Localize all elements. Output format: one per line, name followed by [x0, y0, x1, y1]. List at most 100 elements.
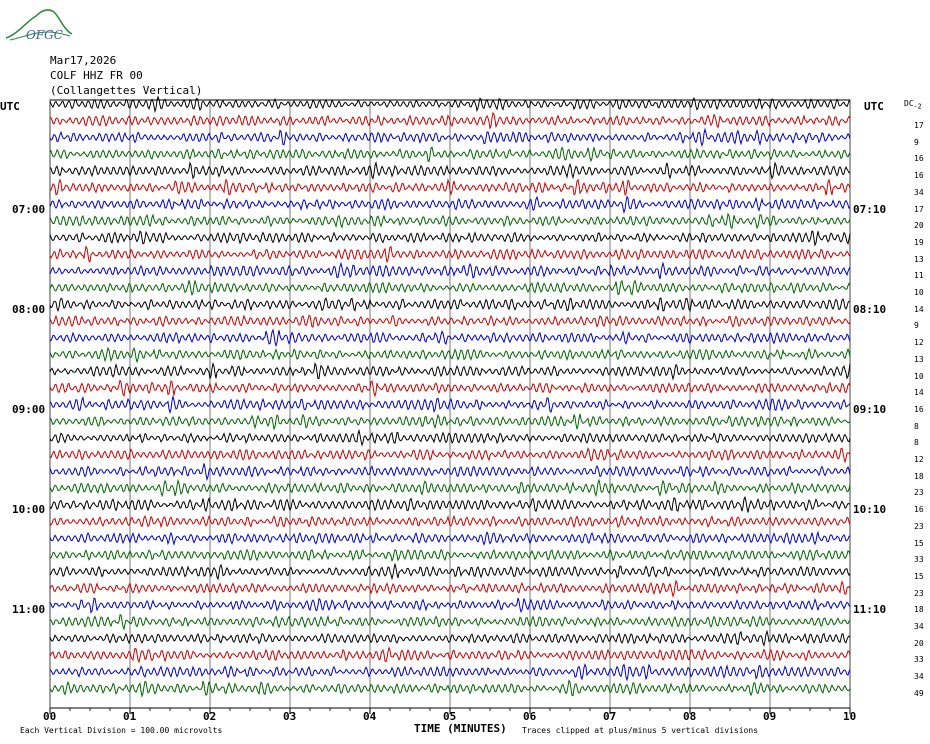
seismic-trace [49, 614, 851, 631]
dc-header-text: DC [904, 99, 914, 108]
seismic-trace [49, 548, 851, 563]
seismic-trace [49, 495, 851, 513]
dc-value: 16 [914, 404, 924, 414]
dc-value: 17 [914, 121, 924, 130]
dc-value: 13 [914, 354, 924, 364]
seismic-trace [49, 530, 851, 547]
seismic-trace [49, 145, 851, 163]
time-right-label: 07:10 [853, 203, 887, 216]
seismic-trace [49, 230, 851, 247]
seismic-trace [49, 629, 851, 647]
time-left-label: 09:00 [12, 403, 46, 416]
time-right-label: 10:10 [853, 503, 887, 516]
seismic-trace [49, 346, 851, 364]
x-tick-label: 01 [123, 710, 137, 723]
x-axis-label: TIME (MINUTES) [414, 722, 507, 735]
seismic-trace [49, 261, 851, 280]
dc-value: 16 [914, 505, 924, 515]
dc-value: 17 [914, 204, 924, 214]
seismic-trace [49, 563, 851, 581]
seismic-trace [49, 478, 851, 498]
seismic-trace [49, 178, 851, 196]
time-right-label: 09:10 [853, 403, 887, 416]
footer-clipped-text: Traces clipped at plus/minus 5 vertical … [522, 726, 759, 735]
seismic-trace [49, 446, 851, 464]
dc-value: 11 [914, 271, 924, 281]
seismic-trace [49, 679, 851, 698]
seismic-trace [49, 514, 851, 529]
dc-value: 34 [914, 187, 924, 197]
x-tick-label: 07 [603, 710, 617, 723]
time-left-label: 10:00 [12, 503, 46, 516]
dc-value: 23 [914, 521, 924, 531]
seismic-trace [49, 428, 851, 447]
dc-value: 13 [914, 254, 924, 264]
seismic-trace [49, 413, 851, 431]
dc-value: 16 [914, 154, 924, 164]
dc-value: 18 [914, 471, 924, 481]
dc-value: 20 [914, 221, 924, 231]
location-label: (Collangettes Vertical) [50, 84, 203, 97]
x-tick-label: 06 [523, 710, 537, 723]
utc-right-label: UTC [864, 100, 884, 113]
utc-left-label: UTC [0, 100, 20, 113]
logo-text: OFGC [26, 28, 63, 42]
time-left-label: 08:00 [12, 303, 46, 316]
dc-value: 10 [914, 288, 924, 297]
dc-value: 20 [914, 638, 924, 648]
dc-value: 12 [914, 455, 924, 464]
x-tick-label: 08 [683, 710, 697, 723]
dc-value: 10 [914, 371, 924, 381]
seismic-trace [49, 160, 851, 180]
dc-value: 34 [914, 672, 924, 682]
dc-value: 34 [914, 622, 924, 631]
dc-value: 15 [914, 571, 924, 581]
x-tick-label: 02 [203, 710, 217, 723]
dc-value: 23 [914, 488, 924, 498]
x-tick-label: 09 [763, 710, 777, 723]
dc-value: 49 [914, 688, 924, 698]
time-left-label: 11:00 [12, 603, 46, 616]
seismic-trace [49, 379, 851, 398]
dc-value: 9 [914, 137, 919, 147]
dc-header-sub: -2 [913, 102, 922, 111]
date-label: Mar17,2026 [50, 54, 117, 67]
x-tick-label: 10 [843, 710, 857, 723]
time-left-label: 07:00 [12, 203, 46, 216]
dc-value: 14 [914, 304, 924, 314]
x-tick-label: 00 [43, 710, 57, 723]
x-tick-label: 03 [283, 710, 297, 723]
seismic-trace [49, 646, 851, 664]
dc-value: 16 [914, 171, 924, 181]
logo: OFGC [4, 4, 74, 44]
seismic-trace [49, 195, 851, 214]
seismic-trace [49, 662, 851, 682]
dc-value: 12 [914, 338, 924, 348]
dc-value: 33 [914, 655, 924, 665]
station-label: COLF HHZ FR 00 [50, 69, 143, 82]
x-tick-label: 04 [363, 710, 377, 723]
seismic-trace [49, 463, 851, 482]
seismic-trace [49, 597, 851, 614]
seismic-trace [49, 279, 851, 297]
seismic-trace [49, 245, 851, 264]
dc-value: 15 [914, 538, 924, 548]
time-right-label: 08:10 [853, 303, 887, 316]
footer-division-text: Each Vertical Division = 100.00 microvol… [20, 726, 223, 735]
dc-value: 8 [914, 438, 919, 448]
dc-value: 8 [914, 421, 919, 431]
x-tick-label: 05 [443, 710, 457, 723]
dc-value: 14 [914, 388, 924, 398]
seismic-trace [49, 297, 851, 313]
seismic-trace [49, 127, 851, 148]
seismic-trace [49, 328, 851, 348]
dc-value: 18 [914, 605, 924, 615]
logo-wave-icon [5, 9, 73, 41]
dc-value: 23 [914, 588, 924, 598]
dc-value: 9 [914, 321, 919, 331]
seismic-trace [49, 394, 851, 415]
seismic-trace [49, 212, 851, 230]
seismic-trace [49, 361, 851, 381]
dc-value: 33 [914, 555, 924, 565]
